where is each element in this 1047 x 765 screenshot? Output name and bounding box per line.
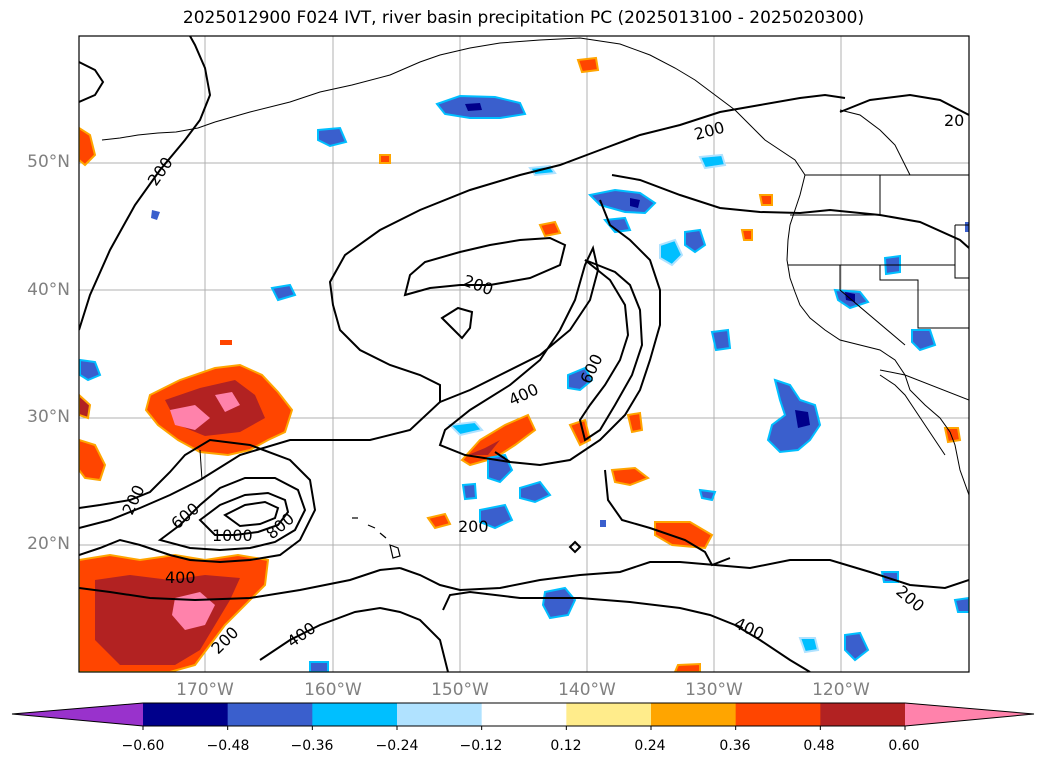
lat-label-20n: 20°N bbox=[27, 534, 70, 554]
map-title: 2025012900 F024 IVT, river basin precipi… bbox=[182, 8, 865, 28]
contour-600-southwest bbox=[157, 477, 307, 552]
contour-400-loop bbox=[438, 244, 600, 463]
colorbar-segment bbox=[481, 703, 567, 726]
contour-200-south-band bbox=[79, 567, 401, 602]
contour-label: 400 bbox=[165, 568, 196, 587]
contour-200-eastern-band bbox=[611, 174, 969, 249]
baja-california bbox=[879, 374, 946, 456]
contour-label: 600 bbox=[576, 351, 606, 387]
map-frame bbox=[78, 35, 970, 673]
contour-200-river bbox=[494, 199, 661, 467]
graticule bbox=[79, 36, 969, 672]
colorbar-tick-label: 0.60 bbox=[888, 738, 920, 754]
contour-label: 600 bbox=[167, 499, 203, 533]
colorbar-tick-label: 0.36 bbox=[719, 738, 751, 754]
contour-600-inner bbox=[578, 259, 644, 442]
contour-400-south bbox=[259, 606, 449, 672]
lon-label-150w: 150°W bbox=[431, 680, 489, 700]
contour-400-southwest bbox=[79, 438, 317, 564]
lon-label-130w: 130°W bbox=[685, 680, 743, 700]
na-west-coast bbox=[786, 174, 969, 496]
coastlines bbox=[101, 37, 969, 496]
colorbar-tick-label: 0.48 bbox=[803, 738, 835, 754]
contour-200-inner-loop bbox=[403, 236, 567, 297]
lon-label-140w: 140°W bbox=[558, 680, 616, 700]
political-borders bbox=[788, 174, 969, 401]
colorbar-tick-label: −0.12 bbox=[459, 738, 503, 754]
contour-200-north-canada bbox=[839, 93, 969, 116]
contour-label: 200 bbox=[692, 118, 726, 144]
lon-label-170w: 170°W bbox=[176, 680, 234, 700]
lat-label-30n: 30°N bbox=[27, 407, 70, 427]
colorbar-segment bbox=[651, 703, 737, 726]
alaska-coast bbox=[214, 37, 806, 176]
cool-cluster-south bbox=[541, 586, 577, 620]
contour-label: 20 bbox=[944, 111, 964, 130]
precip-positive-shading bbox=[79, 56, 962, 672]
colorbar-segment bbox=[143, 703, 229, 726]
contour-800 bbox=[198, 491, 290, 536]
colorbar bbox=[12, 703, 1034, 726]
contour-label: 200 bbox=[458, 517, 489, 536]
precip-negative-shading bbox=[79, 94, 969, 672]
colorbar-tick-label: −0.36 bbox=[290, 738, 334, 754]
colorbar-segment bbox=[227, 703, 313, 726]
lon-label-160w: 160°W bbox=[304, 680, 362, 700]
colorbar-extend-max bbox=[905, 703, 1034, 726]
colorbar-tick-label: −0.24 bbox=[375, 738, 419, 754]
contour-label: 400 bbox=[731, 613, 767, 643]
colorbar-tick-label: 0.24 bbox=[634, 738, 666, 754]
contour-label: 400 bbox=[283, 618, 319, 651]
contour-200-main bbox=[79, 93, 846, 529]
contour-label: 200 bbox=[118, 482, 148, 518]
colorbar-tick-label: −0.60 bbox=[121, 738, 165, 754]
hawaiian-islands bbox=[352, 517, 401, 559]
aleutians bbox=[101, 121, 216, 141]
colorbar-tickmarks bbox=[142, 726, 906, 730]
colorbar-segment bbox=[820, 703, 906, 726]
contour-200-west-arc bbox=[79, 36, 212, 331]
colorbar-segment bbox=[312, 703, 398, 726]
colorbar-segment bbox=[566, 703, 652, 726]
contour-200-arc-ocean bbox=[604, 469, 731, 567]
contour-200-south-ribbon bbox=[399, 559, 969, 592]
contour-label: 1000 bbox=[212, 526, 253, 545]
ivt-contours bbox=[79, 36, 969, 672]
contour-1000 bbox=[223, 500, 280, 528]
contour-label: 200 bbox=[144, 153, 177, 189]
colorbar-segment bbox=[397, 703, 483, 726]
colorbar-tick-label: −0.48 bbox=[206, 738, 250, 754]
contour-label: 800 bbox=[262, 509, 298, 543]
cool-cluster-east bbox=[766, 378, 822, 454]
map-area: 200 200 200 200 200 200 200 20 400 400 4… bbox=[79, 36, 969, 672]
colorbar-segment bbox=[735, 703, 821, 726]
contour-400-southeast bbox=[442, 590, 811, 672]
lon-label-120w: 120°W bbox=[812, 680, 870, 700]
colorbar-tick-label: 0.12 bbox=[550, 738, 582, 754]
contour-200-northwest bbox=[79, 61, 105, 103]
lat-label-40n: 40°N bbox=[27, 280, 70, 300]
colorbar-extend-min bbox=[12, 703, 143, 726]
contour-label: 200 bbox=[461, 271, 496, 299]
lat-label-50n: 50°N bbox=[27, 152, 70, 172]
